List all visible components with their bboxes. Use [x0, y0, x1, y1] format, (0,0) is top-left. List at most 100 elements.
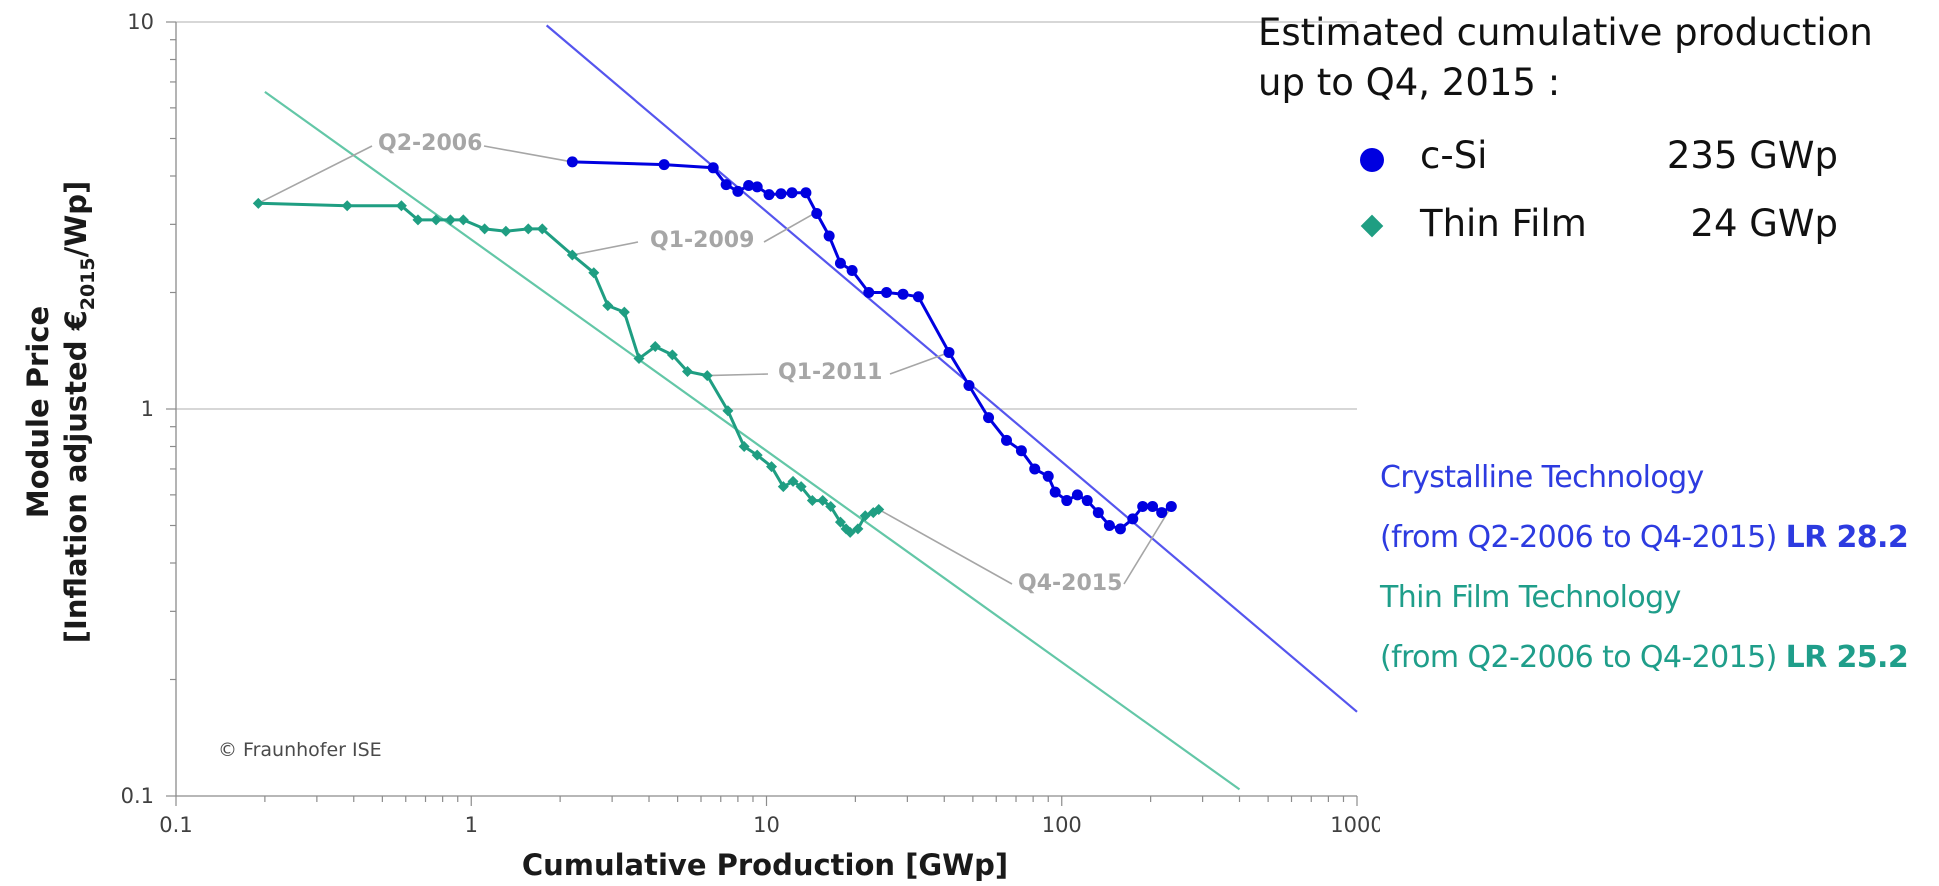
data-point	[881, 287, 893, 299]
annotation-leader-line	[257, 145, 373, 205]
thinfilm-lr-value: LR 25.2	[1785, 640, 1909, 675]
data-point	[430, 214, 442, 226]
data-point	[720, 179, 732, 191]
production-info-panel: Estimated cumulative production up to Q4…	[1258, 8, 1938, 245]
annotation-leader-line	[707, 373, 769, 377]
data-point	[701, 370, 713, 382]
legend-label-csi: c-Si	[1420, 134, 1488, 177]
info-title-line1: Estimated cumulative production	[1258, 11, 1873, 54]
thinfilm-learning-rate: (from Q2-2006 to Q4-2015) LR 25.2	[1380, 640, 1939, 675]
data-point	[479, 223, 491, 235]
data-point	[457, 214, 469, 226]
data-point	[1114, 523, 1126, 535]
data-point	[618, 306, 630, 318]
x-tick-label: 10	[753, 813, 780, 837]
data-point	[1029, 463, 1041, 475]
data-point	[444, 214, 456, 226]
annotation-q2-2006: Q2-2006	[378, 131, 482, 156]
data-point	[522, 223, 534, 235]
data-point	[588, 267, 600, 279]
crystalline-learning-rate: (from Q2-2006 to Q4-2015) LR 28.2	[1380, 520, 1939, 555]
data-point	[566, 249, 578, 261]
data-point	[602, 300, 614, 312]
tick-labels: 0.1 1 10 100 1000 0.1 1 10	[121, 10, 1380, 837]
legend-item-thin-film: Thin Film 24 GWp	[1358, 198, 1898, 248]
crystalline-period: (from Q2-2006 to Q4-2015)	[1380, 520, 1777, 555]
annotation-leaders	[257, 145, 1172, 585]
crystalline-lr-value: LR 28.2	[1785, 520, 1909, 555]
annotation-q4-2015: Q4-2015	[1018, 571, 1122, 596]
data-point	[751, 181, 763, 193]
data-point	[649, 341, 661, 353]
data-point	[811, 208, 823, 220]
y-axis-title-line1: Module Price	[21, 306, 55, 518]
data-point	[341, 200, 353, 212]
legend-value-csi: 235 GWp	[1666, 134, 1838, 177]
data-point	[412, 214, 424, 226]
y-tick-label: 10	[127, 10, 154, 34]
data-point	[1137, 500, 1149, 512]
annotation-leader-line	[889, 351, 950, 375]
series-c-si	[566, 156, 1177, 535]
data-point	[795, 481, 807, 493]
series-line	[572, 160, 1173, 531]
annotation-labels: Q2-2006 Q1-2009 Q1-2011 Q4-2015	[378, 131, 1122, 596]
annotation-q1-2011: Q1-2011	[778, 360, 882, 385]
data-point	[863, 287, 875, 299]
copyright-notice: © Fraunhofer ISE	[218, 739, 382, 761]
data-point	[751, 449, 763, 461]
legend-label-thin-film: Thin Film	[1420, 202, 1587, 245]
annotation-leader-line	[572, 241, 639, 256]
data-point	[633, 353, 645, 365]
y-tick-label: 0.1	[121, 784, 154, 808]
data-point	[566, 156, 578, 168]
x-tick-label: 1	[465, 813, 478, 837]
y-axis-title: Module Price [Inflation adjusted €2015/W…	[21, 181, 99, 643]
data-point	[738, 441, 750, 453]
thinfilm-period: (from Q2-2006 to Q4-2015)	[1380, 640, 1777, 675]
y-tick-label: 1	[141, 397, 154, 421]
data-point	[1103, 519, 1115, 531]
data-point	[983, 412, 995, 424]
data-point	[846, 264, 858, 276]
circle-marker-icon	[1360, 148, 1384, 172]
data-point	[873, 503, 885, 515]
data-point	[732, 185, 744, 197]
data-point	[844, 526, 856, 538]
data-point	[823, 230, 835, 242]
diamond-marker-icon	[1360, 214, 1384, 238]
data-point	[252, 197, 264, 209]
data-point	[1042, 470, 1054, 482]
data-point	[786, 187, 798, 199]
data-point	[1015, 445, 1027, 457]
data-point	[800, 187, 812, 199]
data-point	[834, 257, 846, 269]
axes	[166, 21, 1358, 806]
crystalline-title: Crystalline Technology	[1380, 460, 1704, 495]
data-point	[859, 510, 871, 522]
data-point	[1092, 507, 1104, 519]
gridlines	[176, 21, 1357, 410]
fit-line-crystalline	[545, 24, 1358, 713]
data-point	[777, 481, 789, 493]
data-point	[1156, 507, 1168, 519]
fit-line-thin-film	[264, 90, 1241, 791]
data-series	[252, 156, 1177, 538]
data-point	[1147, 500, 1159, 512]
x-axis-title: Cumulative Production [GWp]	[522, 848, 1008, 882]
legend-value-thin-film: 24 GWp	[1690, 202, 1838, 245]
data-point	[912, 291, 924, 303]
x-tick-label: 0.1	[159, 813, 192, 837]
data-point	[658, 159, 670, 171]
data-point	[852, 523, 864, 535]
data-point	[1071, 489, 1083, 501]
data-point	[1081, 495, 1093, 507]
data-point	[766, 461, 778, 473]
data-point	[775, 188, 787, 200]
data-point	[707, 162, 719, 174]
data-point	[681, 365, 693, 377]
data-point	[825, 500, 837, 512]
legend-item-csi: c-Si 235 GWp	[1358, 130, 1898, 180]
data-point	[763, 189, 775, 201]
data-point	[787, 475, 799, 487]
